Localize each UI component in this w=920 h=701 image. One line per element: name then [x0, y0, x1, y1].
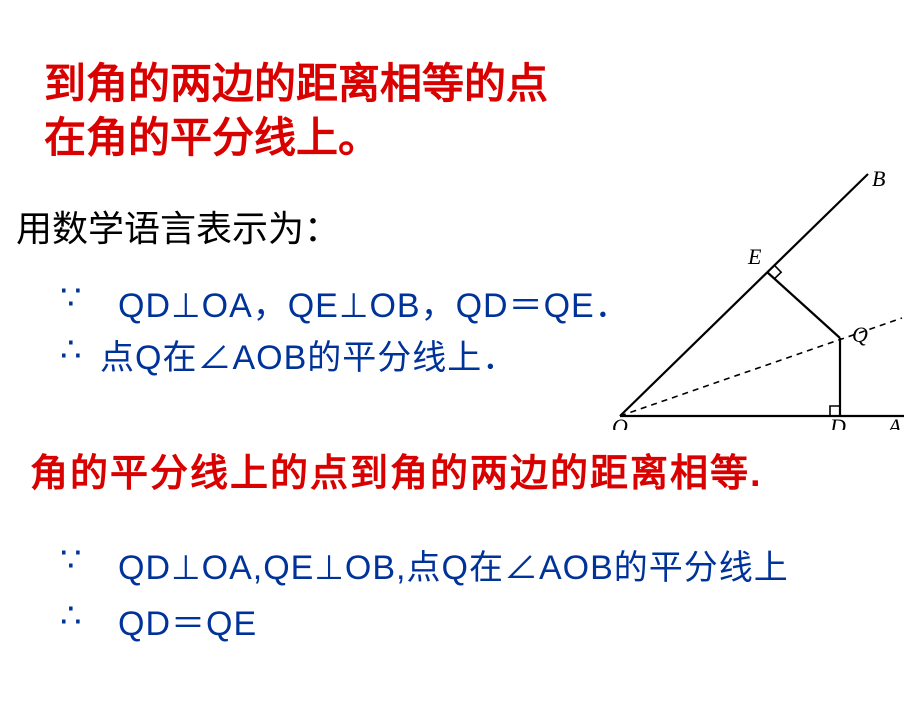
block1-therefore-symbol: ∴: [60, 330, 82, 370]
label-B: B: [872, 170, 885, 191]
block1-because-symbol: ∵: [60, 278, 82, 318]
block2-conclusion: QD＝QE: [118, 596, 257, 645]
line-OB: [620, 174, 868, 416]
label-D: D: [829, 414, 846, 430]
theorem1-line1: 到角的两边的距离相等的点: [44, 50, 548, 111]
block2-given: QD⊥OA,QE⊥OB,点Q在∠AOB的平分线上: [118, 540, 789, 589]
block2-therefore-symbol: ∴: [60, 596, 82, 636]
subtitle-math-language: 用数学语言表示为：: [16, 200, 340, 252]
block2-because-symbol: ∵: [60, 540, 82, 580]
theorem1-line2: 在角的平分线上。: [44, 104, 380, 165]
block1-conclusion: 点Q在∠AOB的平分线上．: [100, 330, 517, 379]
line-QE: [767, 272, 840, 338]
block1-given: QD⊥OA，QE⊥OB，QD＝QE．: [118, 278, 630, 327]
label-A: A: [886, 414, 902, 430]
theorem2: 角的平分线上的点到角的两边的距离相等.: [30, 442, 763, 497]
label-Q: Q: [852, 322, 868, 347]
angle-bisector-diagram: O A B D E Q: [612, 170, 912, 430]
label-O: O: [612, 414, 628, 430]
label-E: E: [747, 244, 762, 269]
